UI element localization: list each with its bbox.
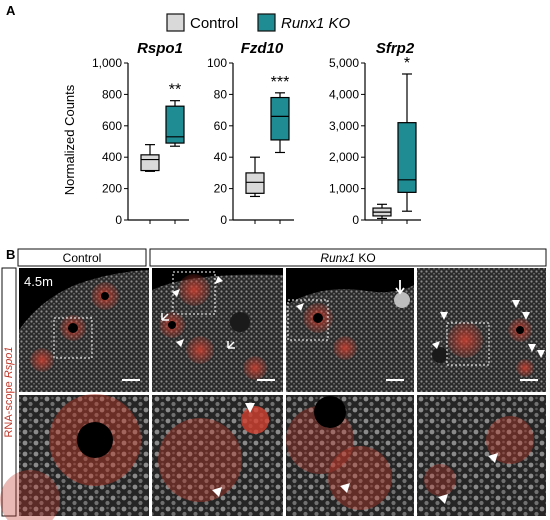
y-tick-label: 400	[102, 150, 122, 164]
y-tick-label: 800	[102, 87, 122, 101]
header-control: Control	[63, 251, 102, 265]
y-tick-label: 200	[102, 182, 122, 196]
micrograph-top-2	[152, 268, 283, 392]
chart-title: Rspo1	[137, 40, 183, 57]
y-tick-label: 0	[115, 213, 122, 227]
box-ko	[165, 105, 185, 144]
y-tick-label: 600	[102, 119, 122, 133]
side-label-prefix: RNA-scope	[3, 378, 15, 437]
header-ko-suffix: KO	[355, 251, 376, 265]
legend-label-ko: Runx1 KO	[281, 15, 351, 32]
chart-sfrp2: Sfrp2 0 1,000 2,000 3,000 4,000 5,000 *	[329, 40, 421, 227]
y-axis-title: Normalized Counts	[62, 84, 77, 195]
panel-label-b: B	[6, 247, 15, 262]
box-ko	[270, 96, 290, 141]
side-label: RNA-scope Rspo1	[3, 346, 15, 437]
side-label-gene: Rspo1	[3, 346, 15, 378]
chart-rspo1: Rspo1 0 200 400 600 800 1,000 **	[92, 40, 189, 227]
micrograph-bottom-2	[152, 395, 283, 516]
y-tick-label: 2,000	[329, 150, 359, 164]
chart-fzd10: Fzd10 0 20 40 60 80 100 ***	[207, 40, 294, 227]
micrograph-top-3	[286, 268, 414, 392]
significance-marker: ***	[271, 74, 290, 91]
header-box-control	[17, 248, 147, 267]
micrograph-bottom-1	[0, 394, 149, 520]
micrograph-headers: Control Runx1 KO	[17, 248, 547, 267]
y-tick-label: 4,000	[329, 87, 359, 101]
y-tick-label: 20	[214, 182, 228, 196]
micrograph-bottom-4	[417, 395, 546, 516]
legend-swatch-ko	[257, 13, 276, 32]
y-tick-label: 1,000	[329, 182, 359, 196]
legend: Control Runx1 KO	[166, 13, 351, 32]
box-control	[245, 172, 265, 194]
significance-marker: **	[169, 82, 181, 99]
age-label: 4.5m	[24, 274, 53, 289]
y-tick-label: 1,000	[92, 56, 122, 70]
y-tick-label: 0	[220, 213, 227, 227]
y-tick-label: 80	[214, 87, 228, 101]
micrograph-top-1: 4.5m	[19, 268, 149, 392]
header-box-ko	[149, 248, 547, 267]
header-ko-gene: Runx1	[320, 251, 355, 265]
y-tick-label: 100	[207, 56, 227, 70]
box-plots: Rspo1 0 200 400 600 800 1,000 ** Fzd10 0 20 40 60 80 1…	[92, 40, 421, 227]
micrograph-top-4	[417, 268, 546, 392]
y-tick-label: 0	[352, 213, 359, 227]
legend-label-control: Control	[190, 15, 238, 32]
side-label-box	[1, 267, 17, 517]
significance-marker: *	[404, 55, 410, 72]
legend-swatch-control	[166, 13, 185, 32]
y-tick-label: 3,000	[329, 119, 359, 133]
y-tick-label: 5,000	[329, 56, 359, 70]
panel-label-a: A	[6, 3, 16, 18]
box-ko	[397, 122, 417, 193]
box-control	[140, 154, 160, 172]
y-tick-label: 40	[214, 150, 228, 164]
micrograph-bottom-3	[286, 395, 414, 516]
chart-title: Sfrp2	[376, 40, 415, 57]
y-tick-label: 60	[214, 119, 228, 133]
chart-title: Fzd10	[241, 40, 284, 57]
header-ko: Runx1 KO	[320, 251, 375, 265]
